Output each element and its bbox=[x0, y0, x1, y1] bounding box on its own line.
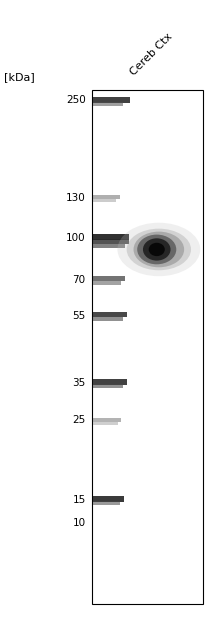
Bar bbox=[93, 384, 123, 389]
Text: 25: 25 bbox=[73, 415, 86, 425]
Bar bbox=[93, 496, 124, 502]
Text: 35: 35 bbox=[73, 378, 86, 387]
Bar bbox=[93, 281, 121, 285]
Bar bbox=[93, 501, 120, 505]
Ellipse shape bbox=[149, 243, 165, 256]
Bar bbox=[93, 311, 127, 317]
Ellipse shape bbox=[137, 235, 176, 264]
Text: Cereb Ctx: Cereb Ctx bbox=[129, 32, 175, 77]
Bar bbox=[93, 422, 118, 425]
Text: 100: 100 bbox=[66, 233, 86, 243]
Text: 250: 250 bbox=[66, 95, 86, 105]
Bar bbox=[93, 276, 125, 281]
Bar bbox=[93, 194, 120, 199]
Bar bbox=[93, 234, 129, 240]
Bar bbox=[93, 102, 123, 106]
Bar bbox=[93, 239, 129, 243]
Text: 130: 130 bbox=[66, 193, 86, 203]
Bar bbox=[93, 97, 130, 103]
Bar bbox=[93, 379, 127, 385]
Ellipse shape bbox=[117, 223, 200, 276]
Bar bbox=[93, 417, 121, 422]
Bar bbox=[93, 199, 116, 202]
Text: 55: 55 bbox=[73, 311, 86, 321]
Text: 70: 70 bbox=[73, 275, 86, 285]
Bar bbox=[92, 90, 203, 604]
Ellipse shape bbox=[134, 232, 184, 267]
Text: [kDa]: [kDa] bbox=[4, 72, 35, 82]
Bar bbox=[93, 244, 125, 248]
Ellipse shape bbox=[143, 238, 171, 261]
Text: 10: 10 bbox=[73, 518, 86, 528]
Ellipse shape bbox=[127, 228, 191, 271]
Bar bbox=[93, 317, 123, 321]
Text: 15: 15 bbox=[73, 495, 86, 504]
